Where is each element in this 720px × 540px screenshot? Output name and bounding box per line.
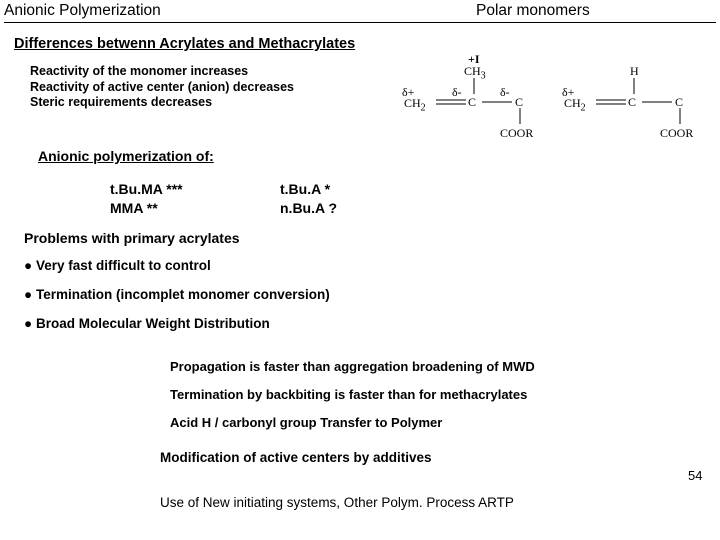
header-row: Anionic Polymerization Polar monomers (4, 2, 716, 23)
reactivity-line-1: Reactivity of the monomer increases (30, 64, 294, 80)
indent-2: Termination by backbiting is faster than… (170, 386, 535, 404)
chem-l-coor: COOR (500, 126, 533, 141)
bullet-list: ●Very fast difficult to control ●Termina… (24, 258, 330, 345)
chem-l-c2: C (515, 95, 523, 110)
monomer-r2: n.Bu.A ? (280, 199, 337, 218)
problems-title: Problems with primary acrylates (24, 230, 240, 246)
chem-r-c2: C (675, 95, 683, 110)
monomer-l2: MMA ** (110, 199, 183, 218)
monomer-list-left: t.Bu.MA *** MMA ** (110, 180, 183, 218)
monomer-r1: t.Bu.A * (280, 180, 337, 199)
page-number: 54 (688, 468, 702, 483)
monomer-list-right: t.Bu.A * n.Bu.A ? (280, 180, 337, 218)
indent-1: Propagation is faster than aggregation b… (170, 358, 535, 376)
bullet-1: ●Very fast difficult to control (24, 258, 330, 273)
chem-l-dminus1: δ- (452, 85, 462, 100)
chem-r-ch2: CH2 (564, 96, 586, 113)
chem-r-c1: C (628, 95, 636, 110)
chem-l-ch3: CH3 (464, 64, 486, 81)
chem-structures: +I CH3 δ+ CH2 δ- C δ- C COOR H δ+ CH2 C … (400, 50, 700, 145)
section-title: Differences betwenn Acrylates and Methac… (14, 36, 355, 52)
reactivity-lines: Reactivity of the monomer increases Reac… (30, 64, 294, 111)
chem-r-coor: COOR (660, 126, 693, 141)
chem-svg (400, 50, 700, 145)
reactivity-line-3: Steric requirements decreases (30, 95, 294, 111)
header-left: Anionic Polymerization (4, 2, 476, 20)
chem-r-h: H (630, 64, 639, 79)
indent-lines: Propagation is faster than aggregation b… (170, 358, 535, 443)
chem-l-dminus2: δ- (500, 85, 510, 100)
chem-l-ch2: CH2 (404, 96, 426, 113)
chem-l-c1: C (468, 95, 476, 110)
bullet-2: ●Termination (incomplet monomer conversi… (24, 287, 330, 302)
bottom-line: Use of New initiating systems, Other Pol… (160, 495, 514, 510)
indent-3: Acid H / carbonyl group Transfer to Poly… (170, 414, 535, 432)
mod-line: Modification of active centers by additi… (160, 450, 432, 465)
header-right: Polar monomers (476, 2, 716, 20)
monomer-l1: t.Bu.MA *** (110, 180, 183, 199)
bullet-3: ●Broad Molecular Weight Distribution (24, 316, 330, 331)
reactivity-line-2: Reactivity of active center (anion) decr… (30, 80, 294, 96)
sub-title: Anionic polymerization of: (38, 148, 214, 164)
